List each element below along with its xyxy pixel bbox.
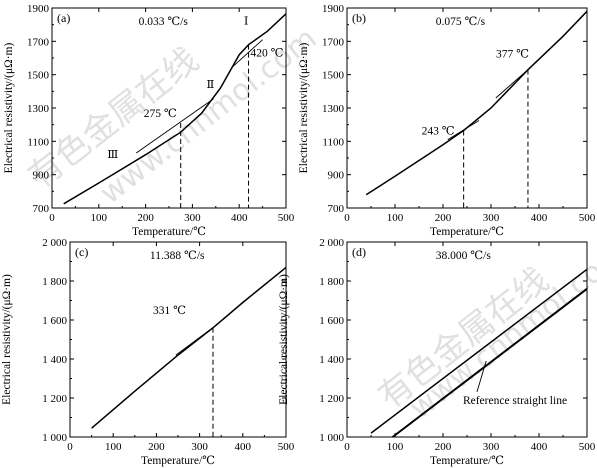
tangent-line	[135, 98, 214, 154]
x-tick-label: 400	[231, 212, 248, 224]
y-axis-label: Electrical resistivity/(μΩ·m)	[278, 274, 290, 405]
y-tick-label: 1 600	[42, 315, 67, 327]
x-tick-label: 400	[235, 441, 252, 453]
annotation-arrow	[476, 360, 487, 392]
rate-label: 38.000 ℃/s	[436, 250, 492, 262]
x-tick-label: 100	[105, 441, 122, 453]
y-tick-label: 1900	[27, 3, 50, 15]
x-tick-label: 500	[579, 212, 596, 224]
series-line-1	[365, 10, 588, 196]
x-tick-label: 0	[344, 212, 350, 224]
y-tick-label: 1500	[27, 70, 50, 82]
y-tick-label: 1 400	[42, 354, 67, 366]
rate-label: 11.388 ℃/s	[150, 250, 205, 262]
series-line-2	[391, 288, 588, 438]
y-tick-label: 900	[33, 170, 50, 182]
marker-label: 243 ℃	[422, 126, 455, 138]
rate-label: 0.075 ℃/s	[436, 16, 486, 28]
x-tick-label: 400	[531, 441, 548, 453]
x-tick-label: 0	[49, 212, 55, 224]
series-line-1	[63, 13, 287, 205]
x-tick-label: 100	[91, 212, 108, 224]
y-tick-label: 1 200	[42, 393, 67, 405]
y-tick-label: 2 000	[319, 237, 344, 249]
tangent-line	[231, 39, 263, 68]
panel-label: (a)	[57, 11, 70, 25]
x-tick-label: 300	[191, 441, 208, 453]
x-axis-label: Temperature/℃	[132, 226, 206, 238]
y-tick-label: 1 800	[319, 276, 344, 288]
y-axis-label: Electrical resistivity/(μΩ·m)	[298, 43, 310, 174]
panels: 0 100 200 300 400 500 700 900 1100 1300 1500 1700 19…	[1, 3, 596, 467]
annotation-label: Reference straight line	[463, 395, 567, 407]
panel-2: 0 100 200 300 400 500 700 900 1100 1300 1500 1700 19…	[298, 3, 596, 238]
marker-label: 331 ℃	[153, 305, 186, 317]
x-tick-label: 500	[579, 441, 596, 453]
y-axis-label: Electrical resistivity/(μΩ·m)	[3, 43, 15, 174]
x-tick-label: 300	[184, 212, 201, 224]
panel-3: 0 100 200 300 400 500 1 000 1 200 1 400 1 600 1 80…	[1, 237, 295, 467]
x-tick-label: 200	[137, 212, 154, 224]
x-axis-label: Temperature/℃	[430, 455, 504, 467]
x-tick-label: 300	[483, 212, 500, 224]
series-line-1	[370, 268, 588, 434]
y-tick-label: 1500	[322, 70, 345, 82]
x-tick-label: 100	[387, 441, 404, 453]
x-tick-label: 200	[435, 212, 452, 224]
plot-frame	[69, 241, 287, 438]
y-tick-label: 1 200	[319, 393, 344, 405]
y-axis-label: Electrical resistivity/(μΩ·m)	[1, 274, 13, 405]
marker-label: 377 ℃	[496, 49, 529, 61]
region-label: Ⅰ	[244, 16, 249, 28]
marker-label: 420 ℃	[251, 48, 284, 60]
y-tick-label: 900	[328, 170, 345, 182]
y-tick-label: 1 000	[319, 432, 344, 444]
x-tick-label: 400	[531, 212, 548, 224]
panel-label: (d)	[352, 245, 366, 259]
y-tick-label: 1 600	[319, 315, 344, 327]
y-tick-label: 1300	[27, 103, 50, 115]
panel-1: 0 100 200 300 400 500 700 900 1100 1300 1500 1700 19…	[3, 3, 295, 238]
marker-label: 275 ℃	[144, 108, 177, 120]
y-tick-label: 1 000	[42, 432, 67, 444]
y-tick-label: 1100	[27, 136, 49, 148]
x-axis-label: Temperature/℃	[141, 455, 215, 467]
region-label: Ⅲ	[107, 149, 118, 161]
y-tick-label: 1300	[322, 103, 345, 115]
panel-label: (c)	[75, 245, 88, 259]
y-tick-label: 1700	[27, 36, 50, 48]
x-axis-label: Temperature/℃	[430, 226, 504, 238]
x-tick-label: 200	[435, 441, 452, 453]
y-tick-label: 2 000	[42, 237, 67, 249]
panel-label: (b)	[352, 11, 366, 25]
plot-frame	[346, 7, 588, 209]
x-tick-label: 500	[278, 212, 295, 224]
y-tick-label: 1700	[322, 36, 345, 48]
rate-label: 0.033 ℃/s	[139, 16, 189, 28]
y-tick-label: 1 400	[319, 354, 344, 366]
x-tick-label: 0	[344, 441, 350, 453]
x-tick-label: 100	[387, 212, 404, 224]
series-line-1	[91, 266, 287, 429]
panel-4: 0 100 200 300 400 500 1 000 1 200 1 400 1 600 1 80…	[278, 237, 596, 467]
x-tick-label: 0	[67, 441, 73, 453]
x-tick-label: 200	[148, 441, 165, 453]
y-tick-label: 700	[33, 203, 50, 215]
x-tick-label: 500	[278, 441, 295, 453]
y-tick-label: 1 800	[42, 276, 67, 288]
x-tick-label: 300	[483, 441, 500, 453]
region-label: Ⅱ	[206, 79, 214, 91]
y-tick-label: 1900	[322, 3, 345, 15]
y-tick-label: 1100	[322, 136, 344, 148]
y-tick-label: 700	[328, 203, 345, 215]
